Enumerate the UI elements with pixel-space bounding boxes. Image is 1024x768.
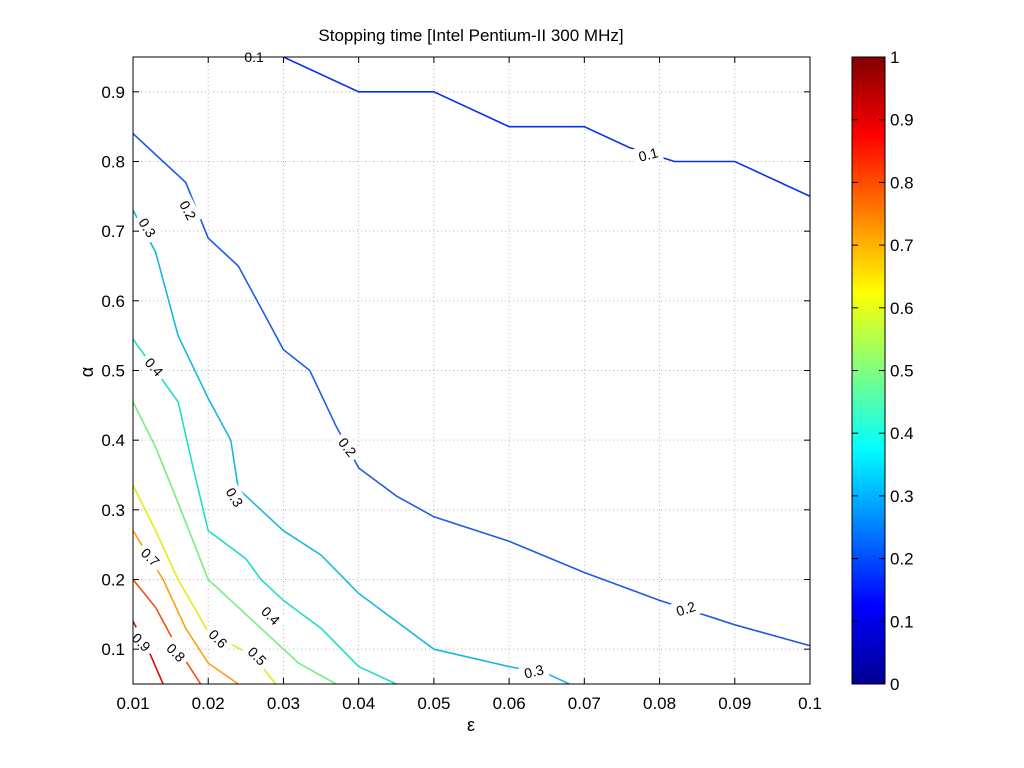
y-tick-label: 0.2 (101, 571, 125, 590)
x-tick-label: 0.01 (116, 694, 149, 713)
contour-line-0-5 (133, 401, 337, 684)
y-axis-label: α (77, 367, 97, 377)
colorbar-tick-label: 0.8 (890, 173, 914, 192)
contour-label: 0.2 (674, 598, 698, 619)
y-tick-label: 0.8 (101, 153, 125, 172)
y-tick-label: 0.9 (101, 83, 125, 102)
colorbar-tick-label: 0.1 (890, 612, 914, 631)
y-tick-label: 0.4 (101, 431, 125, 450)
x-tick-label: 0.09 (718, 694, 751, 713)
contour-label-bg (632, 142, 665, 167)
plot-area (133, 57, 810, 684)
contour-label-bg (159, 636, 193, 669)
colorbar-tick-label: 0.9 (890, 111, 914, 130)
contour-labels: 0.10.10.20.20.20.30.30.30.40.40.50.60.70… (125, 48, 702, 684)
colorbar-tick-label: 0.7 (890, 236, 914, 255)
colorbar-tick-label: 1 (890, 48, 899, 67)
colorbar-tick-label: 0.2 (890, 550, 914, 569)
contour-label-bg (240, 639, 274, 673)
colorbar-ticks (852, 56, 885, 685)
y-tick-label: 0.1 (101, 640, 125, 659)
x-tick-label: 0.08 (643, 694, 676, 713)
x-axis-label: ε (467, 715, 475, 735)
contour-label-bg (518, 659, 550, 684)
x-tick-label: 0.05 (417, 694, 450, 713)
chart-title: Stopping time [Intel Pentium-II 300 MHz] (318, 26, 623, 45)
contour-label-bg (669, 595, 702, 622)
y-tick-label: 0.5 (101, 362, 125, 381)
colorbar-tick-label: 0 (890, 675, 899, 694)
x-tick-label: 0.02 (192, 694, 225, 713)
contour-label-bg (254, 599, 287, 632)
colorbar-tick-label: 0.6 (890, 299, 914, 318)
y-tick-labels: 0.1 0.2 0.3 0.4 0.5 0.6 0.7 0.8 0.9 (101, 83, 125, 659)
colorbar-tick-label: 0.5 (890, 362, 914, 381)
contour-label-bg (132, 211, 163, 245)
contour-label: 0.3 (523, 661, 546, 681)
x-tick-label: 0.03 (267, 694, 300, 713)
contour-line-0-2 (133, 133, 810, 647)
colorbar-tick-label: 0.3 (890, 487, 914, 506)
contour-line-0-4 (133, 338, 397, 684)
contour-label-bg (138, 350, 171, 384)
contour-label: 0.1 (637, 144, 660, 164)
contour-line-0-1 (283, 57, 810, 198)
contour-label-bg (134, 540, 167, 574)
x-tick-label: 0.06 (493, 694, 526, 713)
y-tick-label: 0.7 (101, 222, 125, 241)
x-tick-label: 0.07 (568, 694, 601, 713)
y-tick-label: 0.3 (101, 501, 125, 520)
contour-label-bg (219, 480, 250, 514)
contour-line-0-3 (133, 209, 570, 684)
x-tick-label: 0.04 (342, 694, 375, 713)
axis-ticks (132, 57, 811, 684)
x-tick-label: 0.1 (798, 694, 822, 713)
contour-lines (133, 57, 810, 684)
contour-label-bg (173, 193, 203, 227)
colorbar-tick-labels: 0 0.1 0.2 0.3 0.4 0.5 0.6 0.7 0.8 0.9 1 (890, 48, 914, 694)
y-tick-label: 0.6 (101, 292, 125, 311)
contour-label-bg (201, 622, 235, 655)
contour-line-0-8 (133, 578, 202, 684)
colorbar-tick-label: 0.4 (890, 424, 914, 443)
x-tick-labels: 0.01 0.02 0.03 0.04 0.05 0.06 0.07 0.08 0.09 0.1 (116, 694, 821, 713)
contour-label-bg (331, 430, 364, 464)
